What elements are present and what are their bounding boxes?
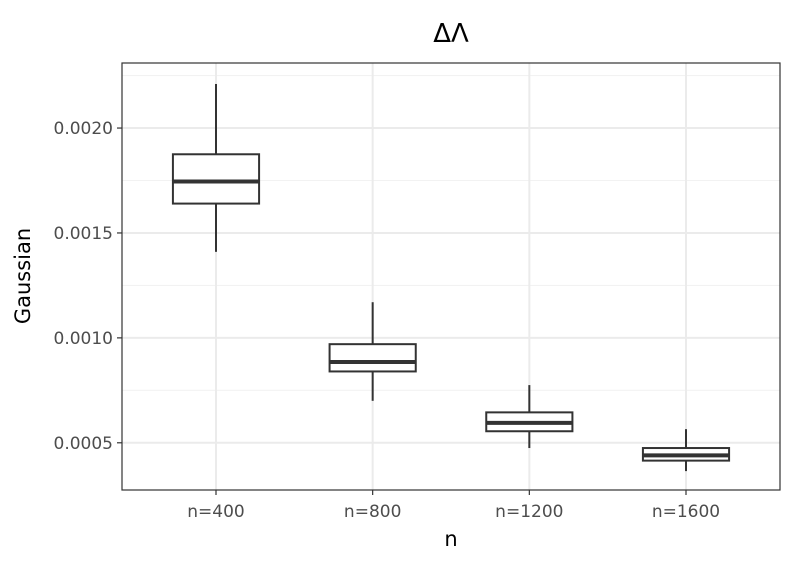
- chart-title: ΔΛ: [433, 19, 469, 49]
- box-n=1600: [641, 429, 731, 472]
- panel-border: [121, 62, 781, 491]
- x-tick-label: n=1600: [652, 502, 720, 522]
- box-n=800: [328, 302, 417, 401]
- y-tick-label: 0.0005: [54, 434, 113, 454]
- y-tick-label: 0.0010: [54, 329, 113, 349]
- y-axis-ticks: 0.0005 0.0010 0.0015 0.0020: [54, 119, 122, 454]
- box-n=400: [171, 83, 261, 252]
- x-axis-title: n: [444, 527, 457, 551]
- x-tick-label: n=1200: [495, 502, 563, 522]
- grid-lines: [122, 63, 780, 490]
- iqr-box: [328, 343, 417, 373]
- box-series: [171, 83, 731, 472]
- iqr-box: [171, 153, 261, 205]
- y-tick-label: 0.0015: [54, 224, 113, 244]
- y-axis-title: Gaussian: [11, 228, 35, 324]
- y-tick-label: 0.0020: [54, 119, 113, 139]
- box-n=1200: [485, 385, 574, 449]
- x-axis-ticks: n=400 n=800 n=1200 n=1600: [187, 490, 720, 522]
- x-tick-label: n=800: [344, 502, 401, 522]
- x-tick-label: n=400: [187, 502, 244, 522]
